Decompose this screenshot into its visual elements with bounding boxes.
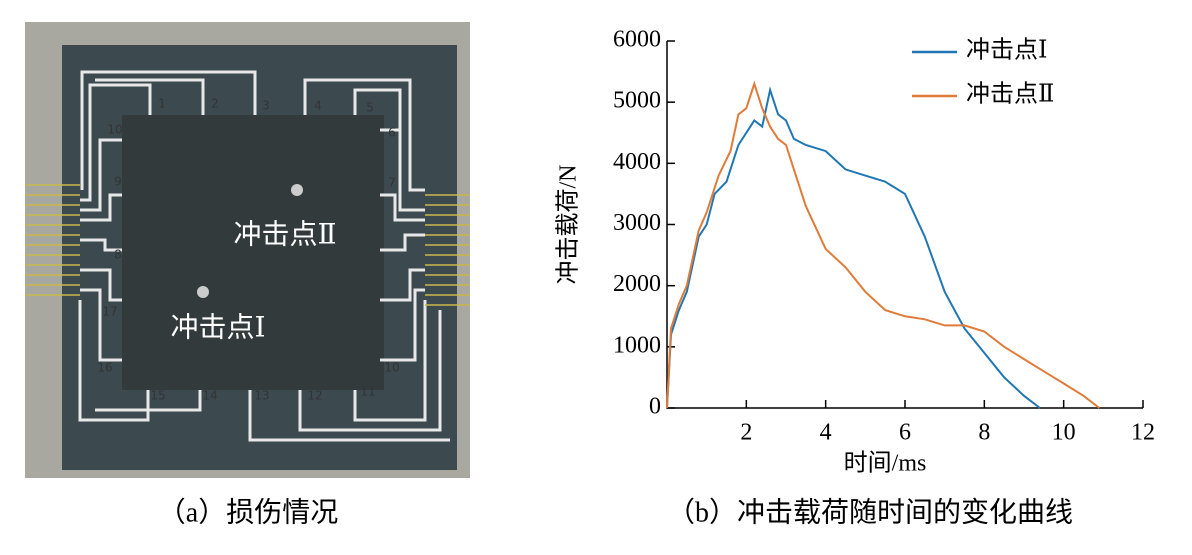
x-tick-label: 6 xyxy=(899,420,911,446)
sensor-label: 4 xyxy=(314,99,322,113)
caption: （a）损伤情况 xyxy=(158,496,338,528)
y-tick-label: 4000 xyxy=(613,149,661,175)
x-axis-label: 时间/ms xyxy=(844,450,927,477)
sensor-label: 5 xyxy=(366,101,374,115)
x-tick-label: 10 xyxy=(1052,420,1076,446)
sensor-label: 7 xyxy=(388,176,396,190)
sensor-label: 16 xyxy=(97,361,112,375)
sensor-label: 11 xyxy=(360,385,375,399)
y-tick-label: 2000 xyxy=(613,271,661,297)
sensor-label: 12 xyxy=(307,389,322,403)
sensor-label: 15 xyxy=(150,389,165,403)
chart: 0 1000 2000 3000 4000 5000 6000 2 4 6 8 10 12 时间/ms 冲击… xyxy=(555,27,1156,477)
x-tick-label: 12 xyxy=(1131,420,1155,446)
legend-label: 冲击点Ⅰ xyxy=(966,37,1047,64)
sensor-label: 17 xyxy=(102,305,117,319)
sensor-label: 9 xyxy=(114,175,122,189)
photo: 冲击点Ⅱ 冲击点Ⅰ xyxy=(25,22,470,478)
x-tick-label: 2 xyxy=(740,420,752,446)
x-tick-label: 8 xyxy=(978,420,990,446)
sensor-label: 10 xyxy=(384,361,399,375)
impact-mark xyxy=(197,286,209,298)
sensor-label: 3 xyxy=(262,99,270,113)
axes xyxy=(666,41,1143,409)
sensor-label: 14 xyxy=(202,389,217,403)
caption: （b）冲击载荷随时间的变化曲线 xyxy=(667,496,1073,528)
sensor-label: 13 xyxy=(254,389,269,403)
y-tick-label: 6000 xyxy=(613,27,661,53)
wires xyxy=(25,184,470,306)
legend-label: 冲击点Ⅱ xyxy=(966,81,1054,108)
sensor-label: 8 xyxy=(114,248,122,262)
impact-label: 冲击点Ⅱ xyxy=(233,218,336,250)
sensor-label: 1 xyxy=(158,97,166,111)
y-tick-label: 0 xyxy=(649,394,661,420)
y-tick-label: 3000 xyxy=(613,210,661,236)
sensor-label: 10 xyxy=(107,123,122,137)
inner-square xyxy=(122,115,384,390)
line xyxy=(666,86,1041,409)
line xyxy=(666,80,1101,409)
y-tick-label: 1000 xyxy=(613,332,661,358)
sensor-label: 2 xyxy=(211,97,219,111)
impact-label: 冲击点Ⅰ xyxy=(170,311,265,343)
traces xyxy=(78,70,450,442)
x-tick-label: 4 xyxy=(820,420,832,446)
y-tick-label: 5000 xyxy=(613,88,661,114)
impact-mark xyxy=(291,184,303,196)
y-axis-label: 冲击载荷/N xyxy=(555,165,582,285)
sensor-label: 6 xyxy=(388,126,396,140)
